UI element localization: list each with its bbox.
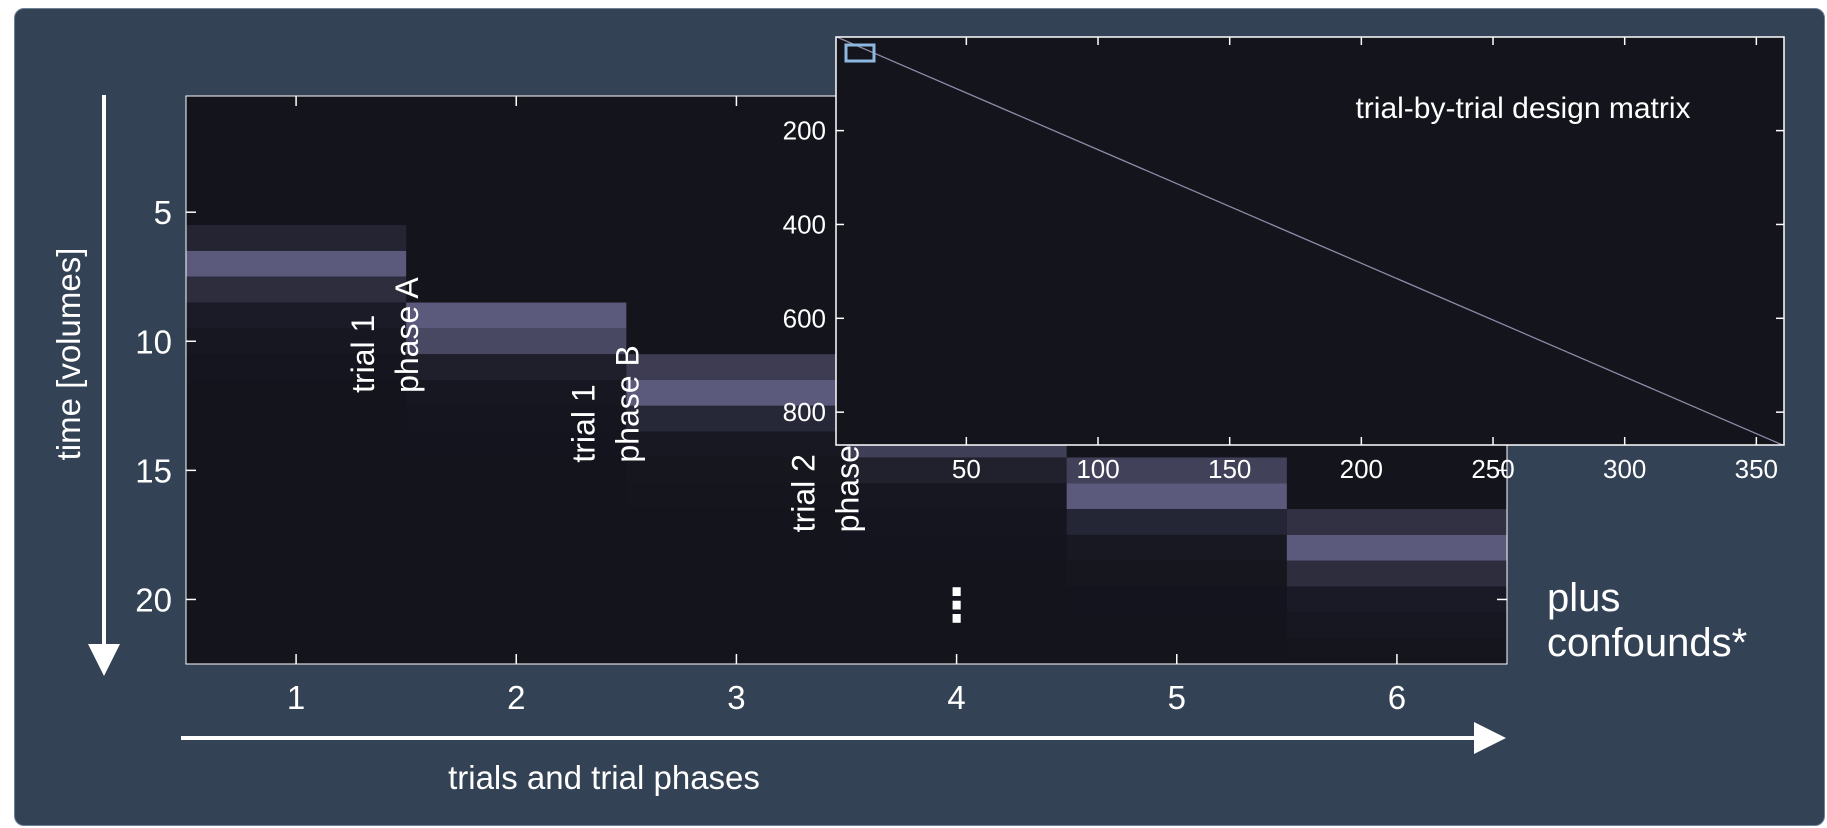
x-tick-label: 5 xyxy=(1168,679,1186,716)
y-tick-label: 5 xyxy=(154,194,172,231)
phase-label-line: trial 1 xyxy=(345,315,381,393)
inset-plot-frame xyxy=(835,36,1785,446)
heatmap-cell xyxy=(406,431,627,458)
side-note-line-2: confounds* xyxy=(1547,621,1747,665)
heatmap-cell xyxy=(626,483,847,510)
x-tick-label: 4 xyxy=(947,679,965,716)
phase-label: trial 1 phase A xyxy=(345,277,425,393)
heatmap-cell xyxy=(406,302,627,329)
heatmap-cell xyxy=(1286,560,1507,587)
heatmap-cell xyxy=(1286,534,1507,561)
phase-label-line: trial 2 xyxy=(785,454,821,532)
inset-y-tick-label: 200 xyxy=(783,116,826,146)
y-axis-label: time [volumes] xyxy=(50,248,87,461)
x-tick-label: 2 xyxy=(507,679,525,716)
heatmap-cell xyxy=(626,431,847,458)
heatmap-cell xyxy=(846,483,1067,510)
heatmap-cell xyxy=(186,354,407,380)
heatmap-cell xyxy=(626,380,847,406)
heatmap-cell xyxy=(186,225,407,251)
heatmap-cell xyxy=(406,405,627,432)
heatmap-cell xyxy=(1286,612,1507,639)
x-tick-label: 3 xyxy=(727,679,745,716)
heatmap-cell xyxy=(186,302,407,329)
heatmap-cell xyxy=(1066,457,1287,484)
inset-design-matrix: 50 100 150 200 250 300 350 200 400 600 800 trial-… xyxy=(783,36,1785,484)
inset-y-tick-label: 800 xyxy=(783,397,826,427)
inset-ticks xyxy=(836,37,1784,445)
inset-x-tick-label: 50 xyxy=(952,454,981,484)
inset-x-tick-label: 300 xyxy=(1603,454,1646,484)
heatmap-cell xyxy=(1066,534,1287,561)
heatmap-cell xyxy=(1286,586,1507,613)
inset-y-tick-label: 600 xyxy=(783,303,826,333)
x-tick-label: 1 xyxy=(287,679,305,716)
x-tick-label: 6 xyxy=(1388,679,1406,716)
heatmap-cell xyxy=(1066,509,1287,535)
heatmap-cell xyxy=(846,509,1067,535)
inset-x-tick-label: 100 xyxy=(1076,454,1119,484)
heatmap-cell xyxy=(406,354,627,380)
heatmap-cell xyxy=(846,534,1067,561)
phase-label: trial 2 phase A xyxy=(785,416,865,532)
heatmap-cell xyxy=(626,405,847,432)
side-note: plus confounds* xyxy=(1547,576,1747,665)
heatmap-cell xyxy=(1066,483,1287,510)
inset-x-tick-label: 250 xyxy=(1471,454,1514,484)
inset-diagonal xyxy=(837,36,1783,446)
ellipsis-marker: ⋮ xyxy=(934,579,980,631)
side-note-line-1: plus xyxy=(1547,576,1620,620)
inset-x-tick-label: 350 xyxy=(1735,454,1778,484)
phase-label-line: trial 1 xyxy=(565,384,601,462)
heatmap-cell xyxy=(846,457,1067,484)
inset-x-tick-label: 200 xyxy=(1340,454,1383,484)
y-tick-label: 20 xyxy=(135,581,172,618)
heatmap-cell xyxy=(186,250,407,277)
heatmap-cell xyxy=(626,457,847,484)
heatmap-cell xyxy=(186,328,407,355)
inset-x-tick-labels: 50 100 150 200 250 300 350 xyxy=(952,454,1778,484)
heatmap-cell xyxy=(1066,560,1287,587)
phase-label-line: phase A xyxy=(389,277,425,393)
main-y-tick-labels: 5 10 15 20 xyxy=(135,194,172,618)
heatmap-cell xyxy=(186,276,407,303)
inset-zoom-region xyxy=(844,43,876,63)
y-tick-label: 10 xyxy=(135,323,172,360)
phase-label: trial 1 phase B xyxy=(565,345,645,462)
heatmap-cell xyxy=(406,328,627,355)
heatmap-cell xyxy=(406,380,627,406)
heatmap-cell xyxy=(1066,586,1287,613)
inset-y-tick-label: 400 xyxy=(783,209,826,239)
heatmap-cell xyxy=(1286,509,1507,535)
phase-label-line: phase B xyxy=(609,345,645,462)
main-cells xyxy=(186,225,1507,664)
inset-y-tick-labels: 200 400 600 800 xyxy=(783,116,826,428)
heatmap-cell xyxy=(626,354,847,380)
x-axis-label: trials and trial phases xyxy=(448,759,760,796)
main-x-tick-labels: 1 2 3 4 5 6 xyxy=(287,679,1406,716)
y-tick-label: 15 xyxy=(135,452,172,489)
inset-x-tick-label: 150 xyxy=(1208,454,1251,484)
inset-title: trial-by-trial design matrix xyxy=(1355,92,1690,125)
